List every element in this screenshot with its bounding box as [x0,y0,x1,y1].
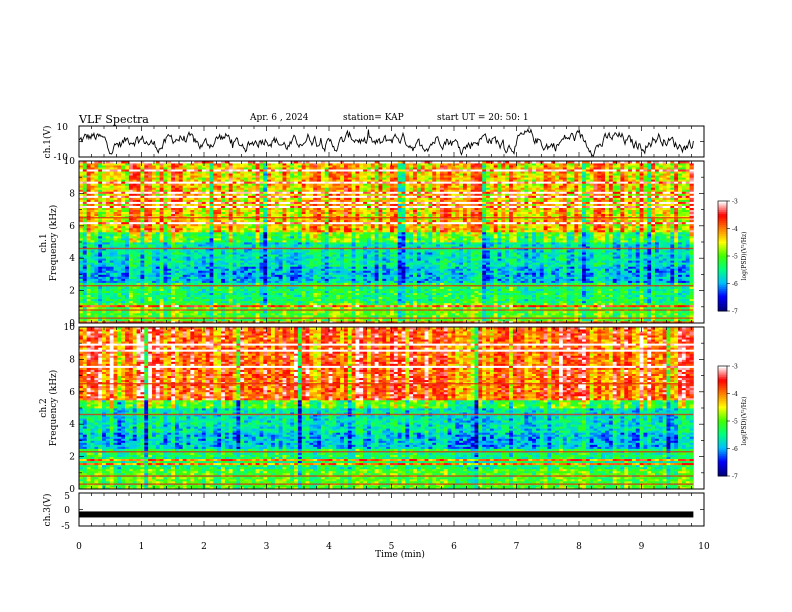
time-tick-label: 0 [76,542,82,552]
ch1-ytick-bottom: -10 [54,153,69,163]
frequency-tick-label: 10 [64,157,76,167]
ch1-spec-ylabel-frequency: Frequency (kHz) [48,205,59,282]
colorbar-tick-label: -3 [732,364,738,371]
colorbar-tick-label: -7 [732,474,738,481]
ch3-voltage-ylabel: ch.3(V) [42,494,53,527]
date-label: Apr. 6 , 2024 [250,113,309,123]
ch2-colorbar: -3 -4 -5 -6 -7 log(PSD)(V²/Hz) [717,364,748,481]
ch3-ytick-bottom: -5 [61,522,70,532]
frequency-tick-label: 6 [69,388,75,398]
colorbar-tick-label: -4 [732,391,738,398]
colorbar-label: log(PSD)(V²/Hz) [741,397,748,446]
colorbar-tick-label: -5 [732,419,738,426]
colorbar-tick-label: -5 [732,254,738,261]
time-tick-label: 4 [326,542,332,552]
ch3-waveform-trace [79,511,694,518]
frequency-tick-label: 6 [69,222,75,232]
station-label: station= KAP [343,113,404,123]
ch2-spectrogram-image [79,327,694,490]
time-axis-tick-labels: 0 1 2 3 4 5 6 7 8 9 10 [76,542,710,552]
ch3-ytick-mid: 0 [64,506,70,516]
frequency-tick-label: 2 [69,453,75,463]
time-tick-label: 9 [639,542,645,552]
time-tick-label: 7 [514,542,520,552]
ch2-spec-ylabel-channel: ch.2 [39,398,49,417]
time-axis-ticks [78,126,705,526]
frequency-tick-label: 8 [69,355,75,365]
colorbar-tick-label: -4 [732,226,738,233]
time-tick-label: 1 [139,542,145,552]
ch1-spec-ylabel-channel: ch.1 [39,233,49,252]
frequency-tick-label: 0 [69,319,75,329]
frequency-tick-label: 4 [69,254,75,264]
colorbar-label: log(PSD)(V²/Hz) [741,232,748,281]
ch1-ytick-top: 10 [57,123,69,133]
ch3-ytick-top: 5 [64,492,70,502]
time-tick-label: 2 [201,542,207,552]
figure-title: VLF Spectra [79,113,149,126]
colorbar-tick-label: -6 [732,281,738,288]
start-time-label: start UT = 20: 50: 1 [437,113,529,123]
ch2-spec-ylabel-frequency: Frequency (kHz) [48,370,59,447]
ch2-spectrogram-panel: 0 2 4 6 8 10 ch.2 Frequency (kHz) [39,323,705,495]
ch1-colorbar: -3 -4 -5 -6 -7 log(PSD)(V²/Hz) [717,199,748,316]
time-tick-label: 3 [264,542,270,552]
time-tick-label: 10 [698,542,710,552]
time-axis-label: Time (min) [375,549,425,560]
colorbar-tick-label: -3 [732,199,738,206]
frequency-tick-label: 8 [69,189,75,199]
ch1-waveform-line [78,128,694,157]
frequency-tick-label: 4 [69,420,75,430]
ch1-spectrogram-image [79,161,694,324]
colorbar-tick-label: -7 [732,309,738,316]
time-tick-label: 8 [576,542,582,552]
ch1-voltage-ylabel: ch.1(V) [42,126,53,159]
time-tick-label: 5 [389,542,395,552]
frequency-tick-label: 2 [69,287,75,297]
colorbar-tick-label: -6 [732,446,738,453]
frequency-tick-label: 10 [64,323,76,333]
ch1-spectrogram-panel: 0 2 4 6 8 10 ch.1 Frequency (kHz) [39,157,705,329]
frequency-tick-label: 0 [69,485,75,495]
time-tick-label: 6 [451,542,457,552]
